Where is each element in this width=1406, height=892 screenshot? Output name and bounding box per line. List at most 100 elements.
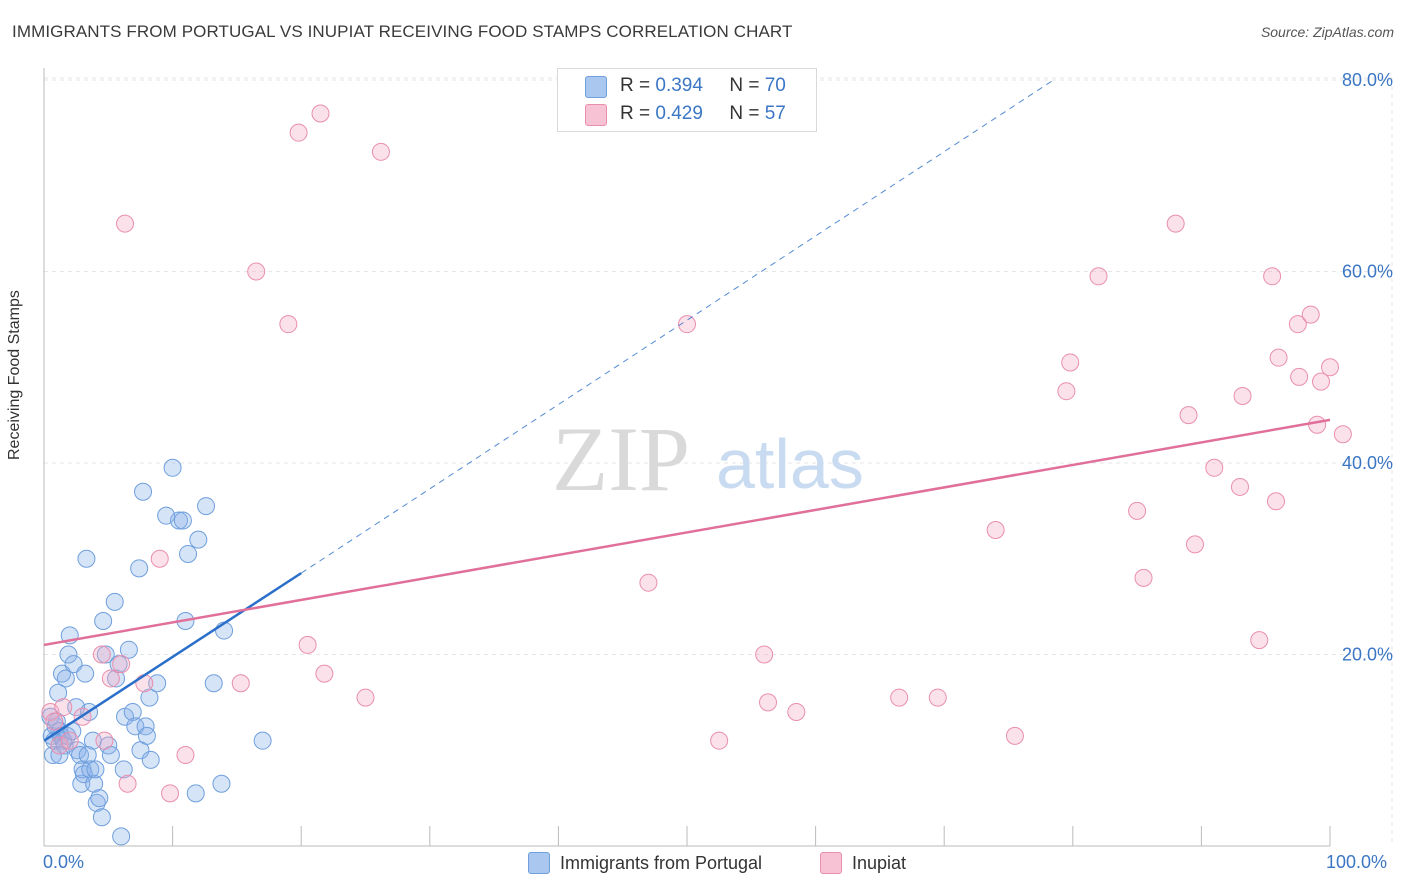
data-point-inupiat — [710, 731, 729, 750]
data-point-portugal — [179, 544, 198, 563]
data-point-portugal — [112, 827, 131, 846]
data-point-portugal — [141, 750, 160, 769]
data-point-portugal — [77, 549, 96, 568]
data-point-portugal — [78, 746, 97, 765]
data-point-portugal — [68, 741, 87, 760]
gridlines — [44, 77, 1393, 846]
data-point-inupiat — [1333, 425, 1352, 444]
x-tick-label-max: 100.0% — [1326, 852, 1388, 872]
bottom-legend-swatch-portugal — [528, 852, 550, 874]
data-point-portugal — [90, 789, 109, 808]
data-point-portugal — [85, 774, 104, 793]
data-point-inupiat — [755, 645, 774, 664]
source-label: Source: ZipAtlas.com — [1260, 24, 1394, 40]
data-point-portugal — [204, 674, 223, 693]
data-point-portugal — [134, 482, 153, 501]
trend-line-portugal-extension — [300, 79, 1054, 574]
data-point-portugal — [163, 458, 182, 477]
data-point-inupiat — [1308, 415, 1327, 434]
data-point-inupiat — [1233, 386, 1252, 405]
data-point-portugal — [92, 808, 111, 827]
legend-n-value-inupiat: 57 — [764, 103, 786, 124]
data-point-portugal — [173, 511, 192, 530]
data-point-inupiat — [116, 214, 135, 233]
data-point-inupiat — [1205, 458, 1224, 477]
data-point-portugal — [119, 640, 138, 659]
data-point-inupiat — [890, 688, 909, 707]
data-point-portugal — [114, 760, 133, 779]
data-point-inupiat — [311, 104, 330, 123]
data-point-inupiat — [60, 731, 79, 750]
data-point-portugal — [64, 655, 83, 674]
data-point-inupiat — [1005, 726, 1024, 745]
trend-lines — [43, 79, 1331, 742]
data-point-inupiat — [1061, 353, 1080, 372]
legend-r-label: R = — [620, 75, 651, 96]
watermark-zip: ZIP — [552, 408, 690, 510]
data-point-inupiat — [371, 142, 390, 161]
data-point-inupiat — [1134, 568, 1153, 587]
data-point-inupiat — [95, 731, 114, 750]
legend-r-label: R = — [620, 103, 651, 124]
legend-r-value-inupiat: 0.429 — [655, 103, 703, 124]
data-point-portugal — [50, 746, 69, 765]
data-point-portugal — [186, 784, 205, 803]
correlation-legend: R = 0.394 N = 70 R = 0.429 N = 57 — [557, 68, 817, 132]
data-point-portugal — [130, 559, 149, 578]
data-point-inupiat — [176, 746, 195, 765]
watermark-atlas: atlas — [716, 425, 864, 503]
data-point-inupiat — [135, 674, 154, 693]
data-point-portugal — [49, 683, 68, 702]
data-point-portugal — [107, 669, 126, 688]
legend-r-value-portugal: 0.394 — [655, 75, 703, 96]
data-point-inupiat — [1290, 367, 1309, 386]
legend-n-label: N = — [729, 103, 760, 124]
trend-line-portugal — [43, 572, 302, 742]
data-point-portugal — [86, 760, 105, 779]
data-point-portugal — [137, 726, 156, 745]
data-point-portugal — [71, 746, 90, 765]
legend-n-label: N = — [729, 75, 760, 96]
data-point-inupiat — [118, 774, 137, 793]
data-point-portugal — [44, 746, 63, 765]
data-point-inupiat — [315, 664, 334, 683]
data-point-inupiat — [112, 655, 131, 674]
bottom-legend-swatch-inupiat — [820, 852, 842, 874]
data-point-inupiat — [1266, 492, 1285, 511]
data-point-inupiat — [289, 123, 308, 142]
data-point-inupiat — [1128, 501, 1147, 520]
data-point-portugal — [253, 731, 272, 750]
data-point-inupiat — [92, 645, 111, 664]
data-point-portugal — [87, 793, 106, 812]
data-point-portugal — [212, 774, 231, 793]
data-point-inupiat — [1166, 214, 1185, 233]
chart-title: IMMIGRANTS FROM PORTUGAL VS INUPIAT RECE… — [12, 22, 793, 41]
trend-line-inupiat — [43, 418, 1331, 647]
data-point-inupiat — [1288, 315, 1307, 334]
data-point-inupiat — [678, 315, 696, 334]
data-point-portugal — [148, 674, 167, 693]
data-point-inupiat — [1250, 631, 1269, 650]
series-inupiat-points — [41, 104, 1352, 803]
data-point-portugal — [123, 702, 142, 721]
data-point-inupiat — [1311, 372, 1330, 391]
data-point-portugal — [140, 688, 159, 707]
data-point-inupiat — [50, 736, 69, 755]
data-point-portugal — [81, 760, 100, 779]
data-point-portugal — [96, 645, 115, 664]
y-tick-label: 20.0% — [1342, 645, 1393, 665]
data-point-portugal — [94, 611, 113, 630]
bottom-legend-portugal: Immigrants from Portugal — [528, 852, 762, 874]
data-point-inupiat — [1057, 382, 1076, 401]
y-tick-label: 40.0% — [1342, 453, 1393, 473]
bottom-legend-label-portugal: Immigrants from Portugal — [560, 852, 763, 873]
data-point-inupiat — [1185, 535, 1204, 554]
data-point-inupiat — [356, 688, 375, 707]
data-point-inupiat — [1321, 358, 1339, 377]
data-point-inupiat — [247, 262, 266, 281]
data-point-inupiat — [1089, 267, 1108, 286]
data-point-inupiat — [1269, 348, 1288, 367]
data-point-inupiat — [150, 549, 169, 568]
data-point-portugal — [59, 645, 78, 664]
